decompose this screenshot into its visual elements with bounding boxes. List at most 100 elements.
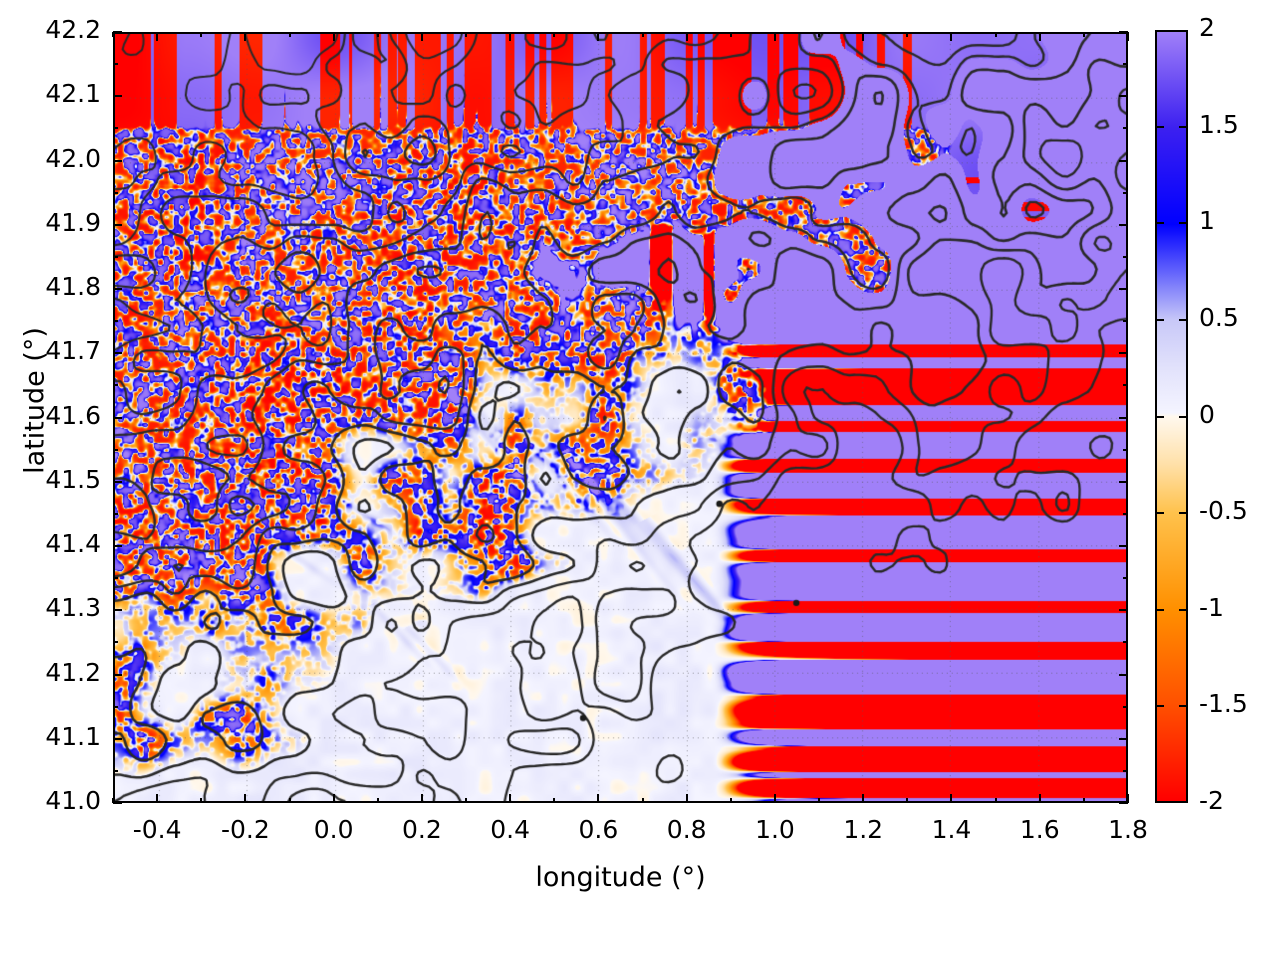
- colorbar-tick-label: -0.5: [1199, 496, 1248, 526]
- major-tick: [862, 794, 865, 803]
- major-tick: [1038, 32, 1041, 41]
- minor-tick: [641, 32, 644, 37]
- colorbar-tick-label: 0.5: [1199, 302, 1239, 332]
- minor-tick: [818, 798, 821, 803]
- major-tick: [420, 794, 423, 803]
- major-tick: [1119, 288, 1128, 290]
- major-tick: [509, 32, 512, 41]
- x-tick-label: 1.8: [1108, 815, 1148, 844]
- x-tick-label: 1.0: [755, 815, 795, 844]
- minor-tick: [906, 798, 909, 803]
- colorbar-tick-label: -1: [1199, 592, 1224, 622]
- minor-tick: [113, 448, 118, 451]
- minor-tick: [112, 32, 114, 37]
- major-tick: [685, 794, 688, 803]
- major-tick: [113, 673, 122, 676]
- major-tick: [332, 32, 335, 41]
- x-tick-label: 0.8: [666, 815, 707, 844]
- major-tick: [113, 223, 122, 226]
- minor-tick: [1082, 32, 1085, 37]
- x-tick-label: 1.4: [931, 815, 972, 844]
- colorbar-tick: [1179, 705, 1188, 708]
- minor-tick: [818, 32, 821, 37]
- major-tick: [113, 802, 122, 804]
- minor-tick: [1082, 798, 1085, 803]
- minor-tick: [376, 32, 379, 37]
- major-tick: [1119, 223, 1128, 226]
- colorbar-tick: [1155, 608, 1164, 611]
- minor-tick: [465, 32, 468, 37]
- minor-tick: [113, 320, 118, 323]
- major-tick: [113, 159, 122, 162]
- minor-tick: [1123, 63, 1128, 66]
- minor-tick: [113, 127, 118, 130]
- y-tick-label: 42.1: [45, 79, 101, 109]
- minor-tick: [641, 798, 644, 803]
- major-tick: [509, 794, 512, 803]
- major-tick: [1119, 416, 1128, 419]
- minor-tick: [553, 798, 556, 803]
- minor-tick: [200, 32, 203, 37]
- y-tick-label: 41.0: [45, 786, 101, 815]
- major-tick: [1127, 32, 1129, 41]
- major-tick: [332, 794, 335, 803]
- colorbar-tick: [1155, 125, 1164, 128]
- y-tick-label: 42.2: [45, 15, 101, 44]
- colorbar-tick: [1179, 415, 1188, 418]
- minor-tick: [1123, 769, 1128, 772]
- y-tick-label: 41.8: [45, 272, 101, 301]
- minor-tick: [1123, 384, 1128, 387]
- major-tick: [597, 32, 600, 41]
- major-tick: [156, 32, 159, 41]
- y-tick-label: 41.3: [45, 593, 101, 623]
- major-tick: [773, 794, 776, 803]
- colorbar-tick: [1179, 125, 1188, 128]
- x-tick-label: 0.6: [578, 815, 619, 844]
- colorbar-tick-label: -2: [1199, 786, 1224, 815]
- minor-tick: [113, 512, 118, 515]
- colorbar-tick-label: 0: [1199, 399, 1215, 429]
- y-axis-title: latitude (°): [19, 327, 51, 474]
- major-tick: [113, 288, 122, 290]
- major-tick: [113, 545, 122, 547]
- minor-tick: [288, 32, 291, 37]
- colorbar-tick-label: 1: [1199, 206, 1215, 236]
- major-tick: [597, 794, 600, 803]
- x-tick-label: 1.6: [1019, 815, 1060, 844]
- colorbar-tick: [1179, 512, 1188, 515]
- minor-tick: [553, 32, 556, 37]
- major-tick: [1119, 95, 1128, 98]
- major-tick: [113, 737, 122, 740]
- major-tick: [244, 32, 247, 41]
- minor-tick: [1123, 705, 1128, 708]
- minor-tick: [729, 32, 732, 37]
- minor-tick: [1123, 127, 1128, 130]
- major-tick: [1119, 545, 1128, 547]
- minor-tick: [113, 769, 118, 772]
- y-tick-label: 41.7: [45, 336, 101, 366]
- major-tick: [685, 32, 688, 41]
- major-tick: [113, 352, 122, 355]
- colorbar-tick: [1155, 415, 1164, 418]
- minor-tick: [113, 577, 118, 580]
- major-tick: [773, 32, 776, 41]
- colorbar-tick-label: 2: [1199, 13, 1215, 42]
- x-tick-label: -0.2: [221, 815, 270, 844]
- major-tick: [244, 794, 247, 803]
- y-tick-label: 41.2: [45, 657, 101, 687]
- minor-tick: [465, 798, 468, 803]
- x-tick-label: 0.4: [490, 815, 531, 844]
- major-tick: [1119, 159, 1128, 162]
- minor-tick: [1123, 255, 1128, 258]
- x-axis-title: longitude (°): [535, 862, 706, 893]
- y-tick-label: 41.6: [45, 400, 101, 430]
- minor-tick: [1123, 641, 1128, 644]
- x-tick-label: 1.2: [843, 815, 884, 844]
- major-tick: [950, 794, 953, 803]
- major-tick: [113, 31, 122, 33]
- y-tick-label: 41.5: [45, 464, 101, 494]
- minor-tick: [113, 384, 118, 387]
- major-tick: [950, 32, 953, 41]
- major-tick: [113, 416, 122, 419]
